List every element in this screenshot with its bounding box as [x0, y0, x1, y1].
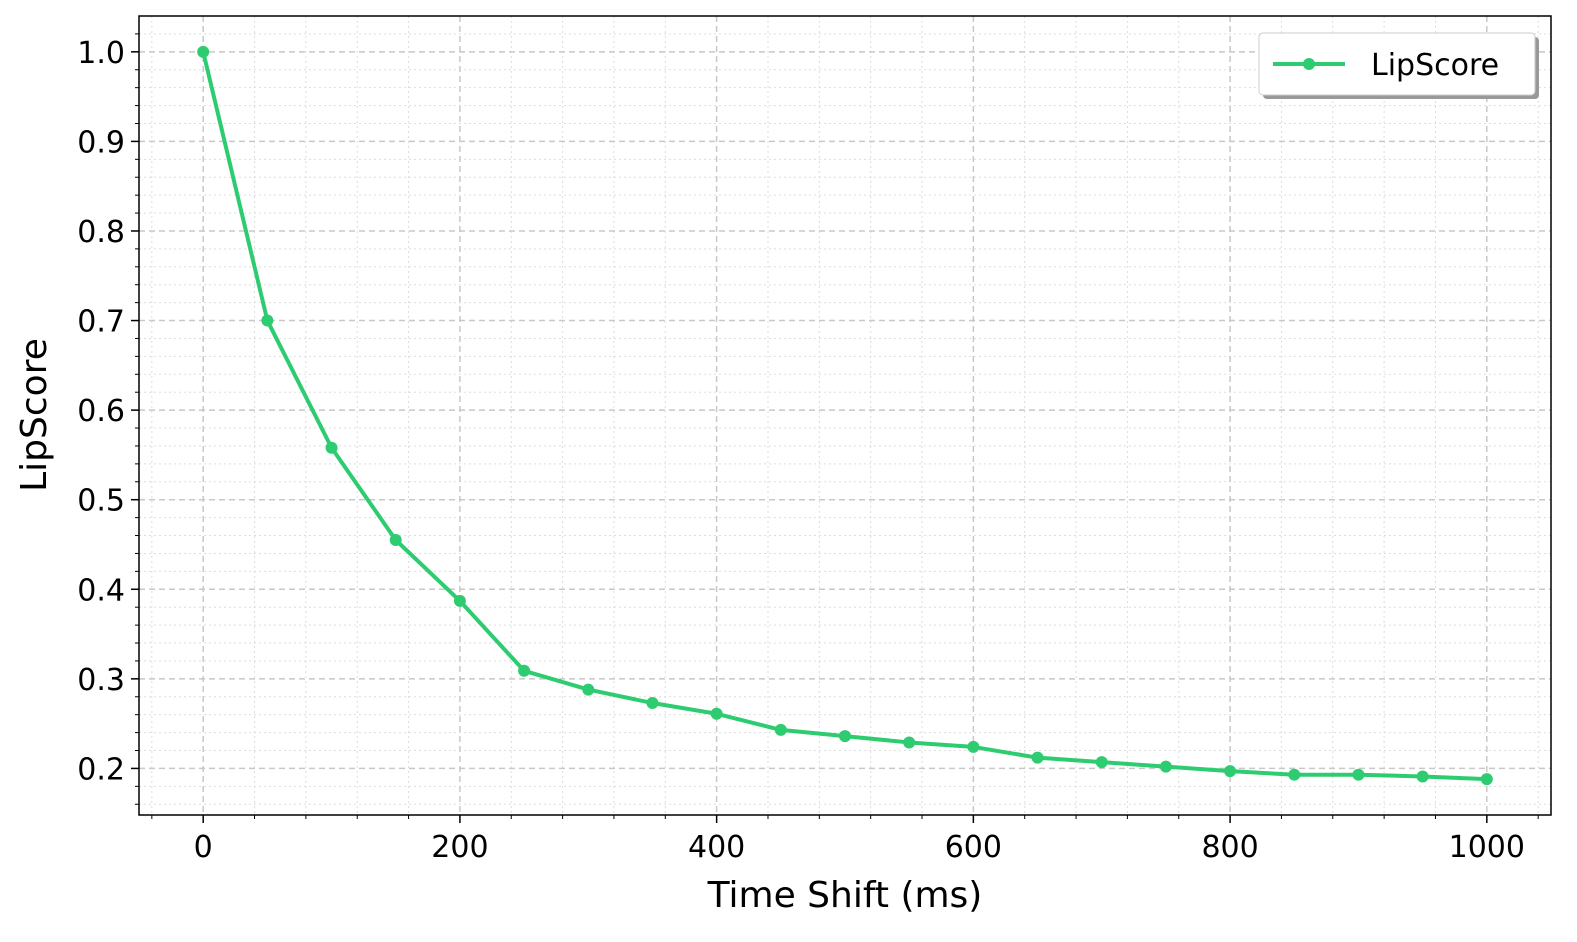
x-tick-label: 400	[688, 830, 745, 865]
data-point	[197, 45, 210, 58]
x-tick-label: 800	[1201, 830, 1258, 865]
data-point	[1159, 760, 1172, 773]
data-point	[1095, 756, 1108, 769]
data-point	[261, 314, 274, 327]
y-tick-label: 0.4	[77, 573, 125, 608]
y-axis-label: LipScore	[14, 338, 55, 492]
data-point	[1031, 751, 1044, 764]
x-tick-label: 200	[431, 830, 488, 865]
y-tick-label: 0.6	[77, 394, 125, 429]
x-axis-label: Time Shift (ms)	[707, 875, 983, 916]
legend-marker	[1303, 58, 1315, 70]
y-tick-label: 1.0	[77, 36, 125, 71]
series-line	[201, 51, 1487, 782]
x-tick-label: 1000	[1449, 830, 1525, 865]
data-point	[582, 683, 595, 696]
legend: LipScore	[1258, 32, 1539, 99]
y-tick-label: 0.5	[77, 484, 125, 519]
x-tick-label: 0	[194, 830, 213, 865]
data-point	[967, 740, 980, 753]
data-point	[839, 730, 851, 743]
data-point	[1224, 765, 1237, 778]
y-tick-label: 0.2	[77, 752, 125, 787]
data-point	[325, 441, 338, 454]
data-point	[1352, 768, 1365, 781]
data-point	[518, 664, 531, 677]
data-point	[903, 736, 916, 749]
data-point	[710, 707, 723, 720]
data-point	[453, 594, 466, 607]
plot-frame	[138, 15, 1552, 816]
data-point	[389, 534, 402, 547]
y-tick-label: 0.7	[77, 305, 125, 340]
x-tick-label: 600	[945, 830, 1002, 865]
y-tick-label: 0.3	[77, 663, 125, 698]
y-tick-label: 0.9	[77, 125, 125, 160]
data-point	[646, 697, 659, 710]
legend-box	[1258, 32, 1536, 96]
data-point	[1416, 770, 1429, 783]
data-point	[1288, 768, 1301, 781]
legend-label: LipScore	[1371, 48, 1499, 83]
data-point	[1480, 773, 1493, 786]
y-tick-label: 0.8	[77, 215, 125, 250]
data-point	[774, 723, 787, 736]
